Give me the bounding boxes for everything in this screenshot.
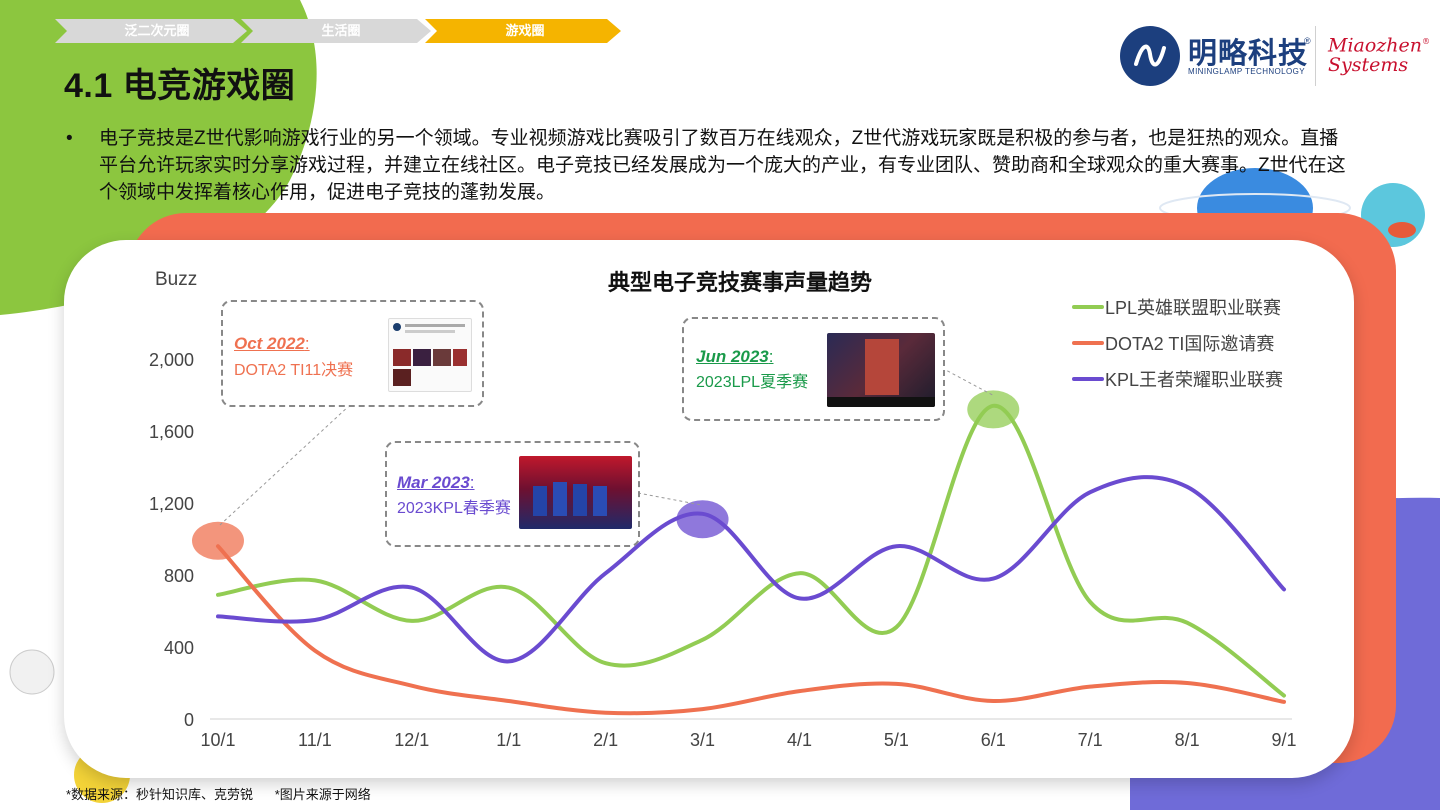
small-planet-spot-decor	[1388, 222, 1416, 238]
annotation-connector	[637, 492, 703, 506]
logo-divider	[1315, 26, 1316, 86]
x-tick-label: 8/1	[1175, 730, 1200, 750]
bullet-marker: •	[66, 128, 73, 149]
brand-registered: ®	[1422, 37, 1431, 46]
y-tick-label: 0	[184, 710, 194, 730]
annotation-thumbnail	[388, 318, 472, 392]
crumb-shape-1	[55, 19, 247, 43]
y-axis-title: Buzz	[155, 269, 198, 290]
bullet-text: 电子竞技是Z世代影响游戏行业的另一个领域。专业视频游戏比赛吸引了数百万在线观众，…	[99, 128, 1346, 203]
x-tick-label: 2/1	[593, 730, 618, 750]
x-tick-label: 6/1	[981, 730, 1006, 750]
logo-mark-icon	[1120, 26, 1180, 86]
highlight-marker	[192, 521, 244, 560]
logo-name-cn: 明略科技	[1188, 38, 1309, 70]
logo-name-en: MININGLAMP TECHNOLOGY	[1188, 67, 1306, 76]
annotation-lpl-summer: Jun 2023: 2023LPL夏季赛	[682, 317, 945, 421]
crumb-gaming[interactable]: 游戏圈	[505, 23, 545, 38]
annotation-date: Mar 2023:	[397, 473, 475, 493]
annotation-event: 2023KPL春季赛	[397, 500, 511, 517]
crumb-shape-3	[425, 19, 621, 43]
annotation-kpl-spring: Mar 2023: 2023KPL春季赛	[385, 441, 640, 547]
y-tick-label: 800	[164, 566, 194, 586]
x-tick-label: 11/1	[298, 730, 332, 750]
footnote: *数据来源：秒针知识库、克劳锐 *图片来源于网络	[66, 784, 389, 803]
x-tick-label: 7/1	[1078, 730, 1103, 750]
y-tick-label: 1,200	[149, 494, 194, 514]
x-tick-label: 9/1	[1271, 730, 1296, 750]
annotation-colon: :	[469, 473, 475, 492]
legend-label-kpl: KPL王者荣耀职业联赛	[1105, 370, 1284, 390]
logo-registered: ®	[1304, 36, 1311, 46]
annotation-event: 2023LPL夏季赛	[696, 374, 809, 391]
x-tick-label: 3/1	[690, 730, 715, 750]
series-line-dota2	[216, 544, 1286, 716]
crumb-shape-2	[241, 19, 431, 43]
x-tick-label: 1/1	[496, 730, 521, 750]
company-logo: 明略科技 ® MININGLAMP TECHNOLOGY Miaozhen® S…	[1118, 22, 1430, 92]
x-tick-label: 10/1	[200, 730, 235, 750]
brand-line-2: Systems	[1328, 54, 1409, 77]
x-tick-label: 4/1	[787, 730, 812, 750]
annotation-date-text: Jun 2023	[696, 347, 769, 366]
legend-swatch-kpl	[1072, 377, 1104, 381]
annotation-colon: :	[304, 334, 310, 353]
annotation-date: Oct 2022:	[234, 334, 310, 354]
annotation-event: DOTA2 TI11决赛	[234, 362, 354, 379]
annotation-thumbnail	[519, 456, 632, 529]
x-tick-label: 12/1	[394, 730, 429, 750]
brand-miaozhen: Miaozhen® Systems	[1328, 32, 1430, 77]
annotation-date-text: Oct 2022	[234, 334, 305, 353]
x-tick-label: 5/1	[884, 730, 909, 750]
annotation-thumbnail	[827, 333, 935, 407]
chart-title: 典型电子竞技赛事声量趋势	[607, 270, 872, 295]
annotation-dota2-ti11: Oct 2022: DOTA2 TI11决赛	[221, 300, 484, 407]
footnote-image-note: *图片来源于网络	[274, 787, 371, 802]
breadcrumb: 泛二次元圈 生活圈 游戏圈	[55, 19, 625, 43]
footnote-source: *数据来源：秒针知识库、克劳锐	[66, 787, 254, 802]
brand-line-1: Miaozhen	[1328, 34, 1423, 57]
annotation-connector	[941, 367, 994, 396]
legend-label-lpl: LPL英雄联盟职业联赛	[1105, 298, 1282, 318]
series-line-lpl	[216, 403, 1286, 698]
annotation-connector	[217, 404, 351, 528]
y-tick-label: 1,600	[149, 422, 194, 442]
series-line-kpl	[216, 475, 1286, 664]
page-title: 4.1 电竞游戏圈	[64, 67, 296, 105]
legend-label-dota2: DOTA2 TI国际邀请赛	[1105, 334, 1275, 354]
highlight-marker	[676, 500, 729, 539]
legend-swatch-lpl	[1072, 305, 1104, 309]
annotation-date-text: Mar 2023	[397, 473, 470, 492]
legend-swatch-dota2	[1072, 341, 1104, 345]
crumb-life[interactable]: 生活圈	[321, 23, 361, 38]
annotation-date: Jun 2023:	[696, 347, 774, 367]
y-tick-label: 400	[164, 638, 194, 658]
y-tick-label: 2,000	[149, 350, 194, 370]
left-ball-decor	[9, 649, 55, 695]
annotation-colon: :	[768, 347, 774, 366]
breadcrumb-arrows	[55, 19, 621, 43]
crumb-fan-acg[interactable]: 泛二次元圈	[124, 23, 190, 38]
